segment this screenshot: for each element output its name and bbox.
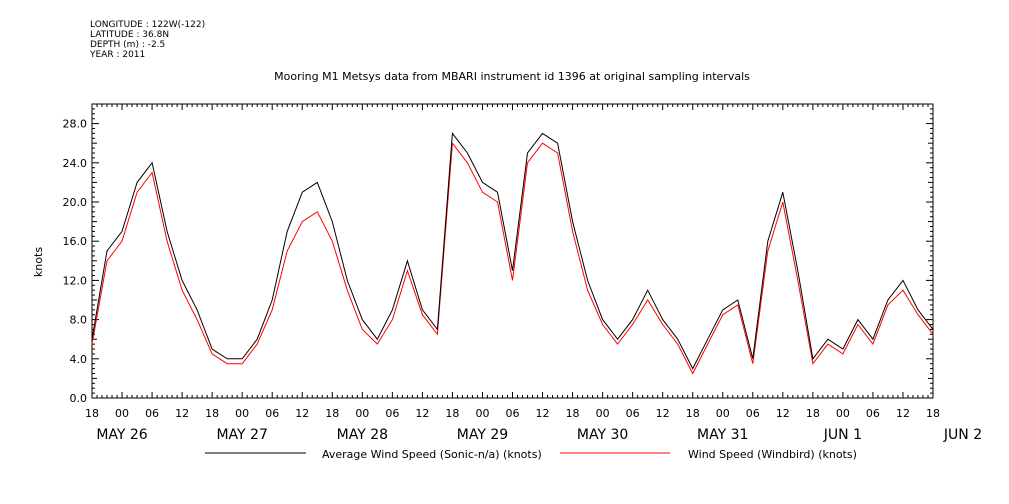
x-hour-tick-label: 18 [205,407,219,420]
x-hour-tick-label: 18 [445,407,459,420]
x-day-label: MAY 27 [216,427,267,443]
x-hour-tick-label: 06 [626,407,640,420]
series-lines [91,132,934,375]
y-tick-label: 12.0 [63,274,88,287]
x-day-label: MAY 31 [697,427,748,443]
latitude-text: LATITUDE : 36.8N [90,30,170,40]
x-hour-tick-label: 18 [325,407,339,420]
longitude-text: LONGITUDE : 122W(-122) [90,20,206,30]
y-tick-label: 20.0 [63,196,88,209]
x-hour-tick-label: 00 [596,407,610,420]
y-tick-label: 16.0 [63,235,88,248]
x-hour-tick-label: 00 [475,407,489,420]
y-axis-label: knots [32,247,45,277]
y-tick-label: 8.0 [70,314,88,327]
series-line [91,132,934,370]
x-day-label: JUN 2 [943,427,982,443]
legend-label: Wind Speed (Windbird) (knots) [688,448,857,461]
x-day-label: JUN 1 [823,427,862,443]
x-hour-tick-label: 12 [415,407,429,420]
metadata-block: LONGITUDE : 122W(-122) LATITUDE : 36.8N … [90,20,205,60]
x-hour-tick-label: 06 [746,407,760,420]
legend: Average Wind Speed (Sonic-n/a) (knots) Wi… [205,448,857,461]
x-day-label: MAY 26 [96,427,147,443]
x-hour-tick-label: 06 [385,407,399,420]
x-day-label: MAY 29 [457,427,508,443]
x-hour-tick-label: 06 [866,407,880,420]
x-hour-tick-label: 00 [355,407,369,420]
y-axis-ticks: 0.0 4.0 8.0 12.0 16.0 20.0 24.0 28.0 [63,103,933,405]
y-tick-label: 24.0 [63,157,88,170]
y-tick-label: 0.0 [70,392,88,405]
x-hour-tick-label: 12 [175,407,189,420]
year-text: YEAR : 2011 [90,50,146,60]
x-hour-tick-label: 12 [776,407,790,420]
series-line [91,141,934,375]
x-hour-tick-label: 18 [566,407,580,420]
x-hour-tick-label: 06 [265,407,279,420]
x-hour-tick-label: 12 [656,407,670,420]
x-hour-tick-label: 06 [145,407,159,420]
x-hour-tick-label: 12 [295,407,309,420]
x-hour-tick-label: 12 [896,407,910,420]
x-hour-tick-label: 00 [836,407,850,420]
x-hour-tick-label: 00 [115,407,129,420]
y-tick-label: 4.0 [70,353,88,366]
x-hour-tick-label: 06 [506,407,520,420]
legend-label: Average Wind Speed (Sonic-n/a) (knots) [322,448,542,461]
x-hour-tick-label: 18 [926,407,940,420]
x-hour-tick-label: 18 [806,407,820,420]
x-hour-tick-label: 00 [716,407,730,420]
x-hour-tick-label: 12 [536,407,550,420]
x-hour-tick-label: 18 [85,407,99,420]
chart-title: Mooring M1 Metsys data from MBARI instru… [274,70,750,83]
x-day-label: MAY 30 [577,427,628,443]
x-axis-ticks: 18 00 06 12 18 00 06 12 18 00 06 12 18 00 06 12 18 00 06 12… [85,104,982,443]
x-hour-tick-label: 18 [686,407,700,420]
x-day-label: MAY 28 [337,427,388,443]
plot-frame [91,103,934,399]
x-hour-tick-label: 00 [235,407,249,420]
y-tick-label: 28.0 [63,118,88,131]
depth-text: DEPTH (m) : -2.5 [90,40,166,50]
